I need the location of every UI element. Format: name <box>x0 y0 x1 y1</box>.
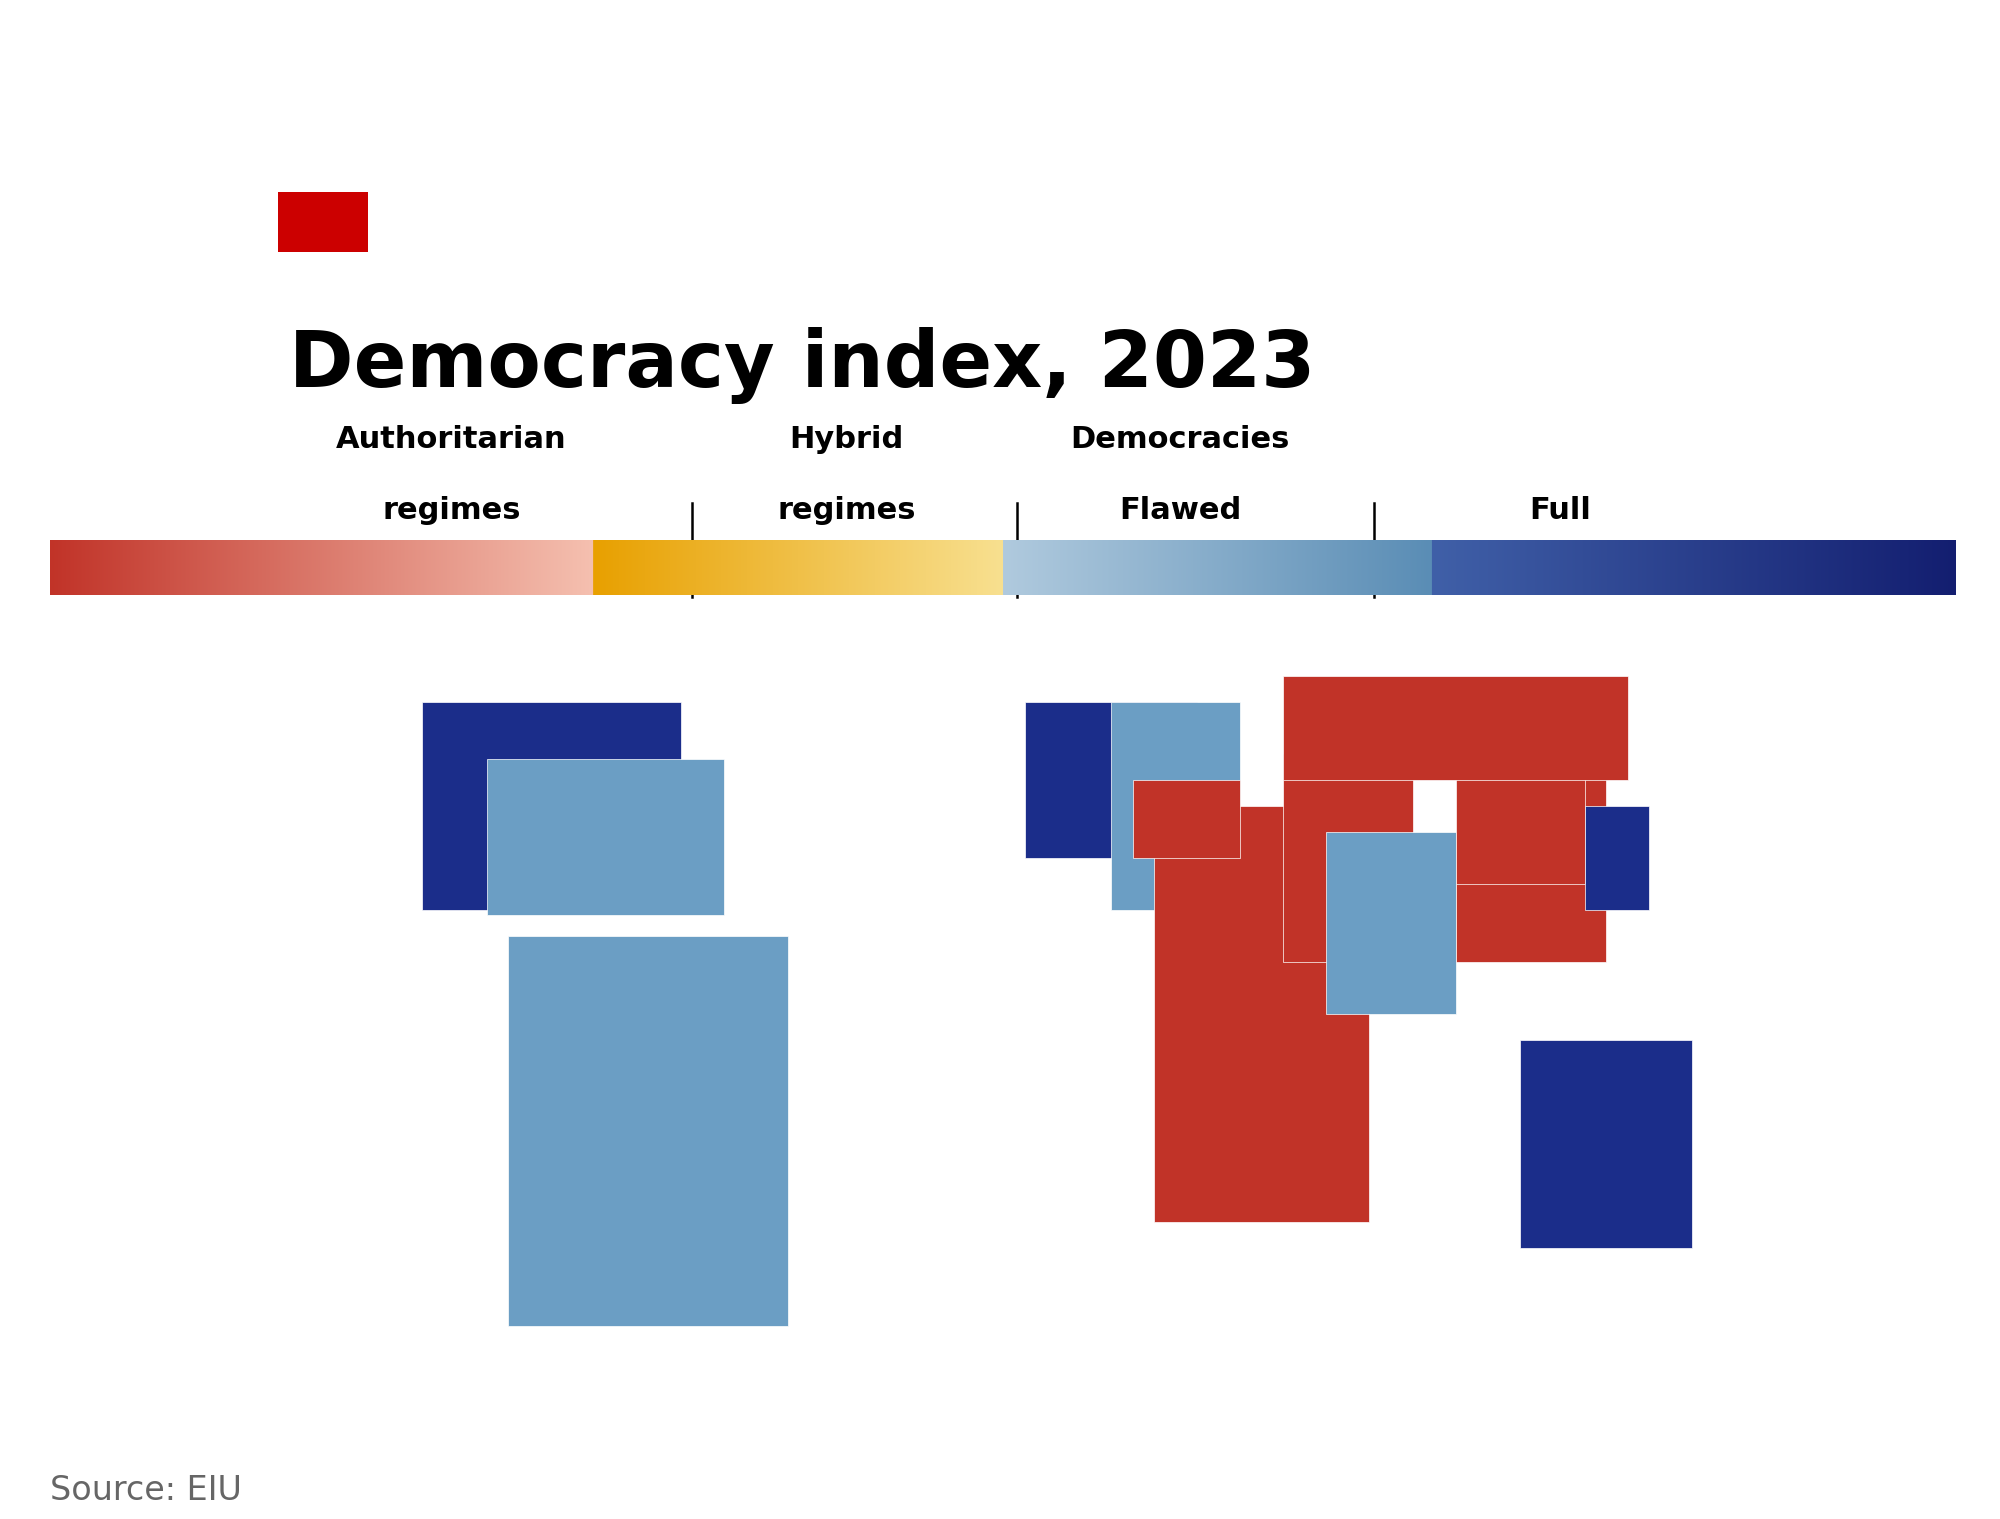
Bar <box>1584 805 1650 910</box>
Bar <box>422 702 680 910</box>
Bar <box>1456 753 1606 962</box>
Bar <box>278 191 368 252</box>
Text: Source: EIU: Source: EIU <box>50 1473 242 1507</box>
Text: Democracy index, 2023: Democracy index, 2023 <box>288 327 1316 404</box>
Bar <box>1284 676 1628 779</box>
Text: Hybrid: Hybrid <box>790 425 904 454</box>
Bar <box>1112 702 1240 910</box>
Bar <box>1154 805 1370 1221</box>
Bar <box>1520 1039 1692 1247</box>
Text: Authoritarian: Authoritarian <box>336 425 566 454</box>
Bar <box>1456 728 1584 884</box>
Text: Full: Full <box>1528 497 1590 526</box>
Text: regimes: regimes <box>778 497 916 526</box>
Text: regimes: regimes <box>382 497 520 526</box>
Bar <box>1132 779 1240 858</box>
Text: Flawed: Flawed <box>1118 497 1242 526</box>
Bar <box>1284 753 1412 962</box>
Bar <box>1024 702 1198 858</box>
Bar <box>508 936 788 1326</box>
Bar <box>486 760 724 914</box>
Text: Democracies: Democracies <box>1070 425 1290 454</box>
Bar <box>1326 831 1456 1013</box>
